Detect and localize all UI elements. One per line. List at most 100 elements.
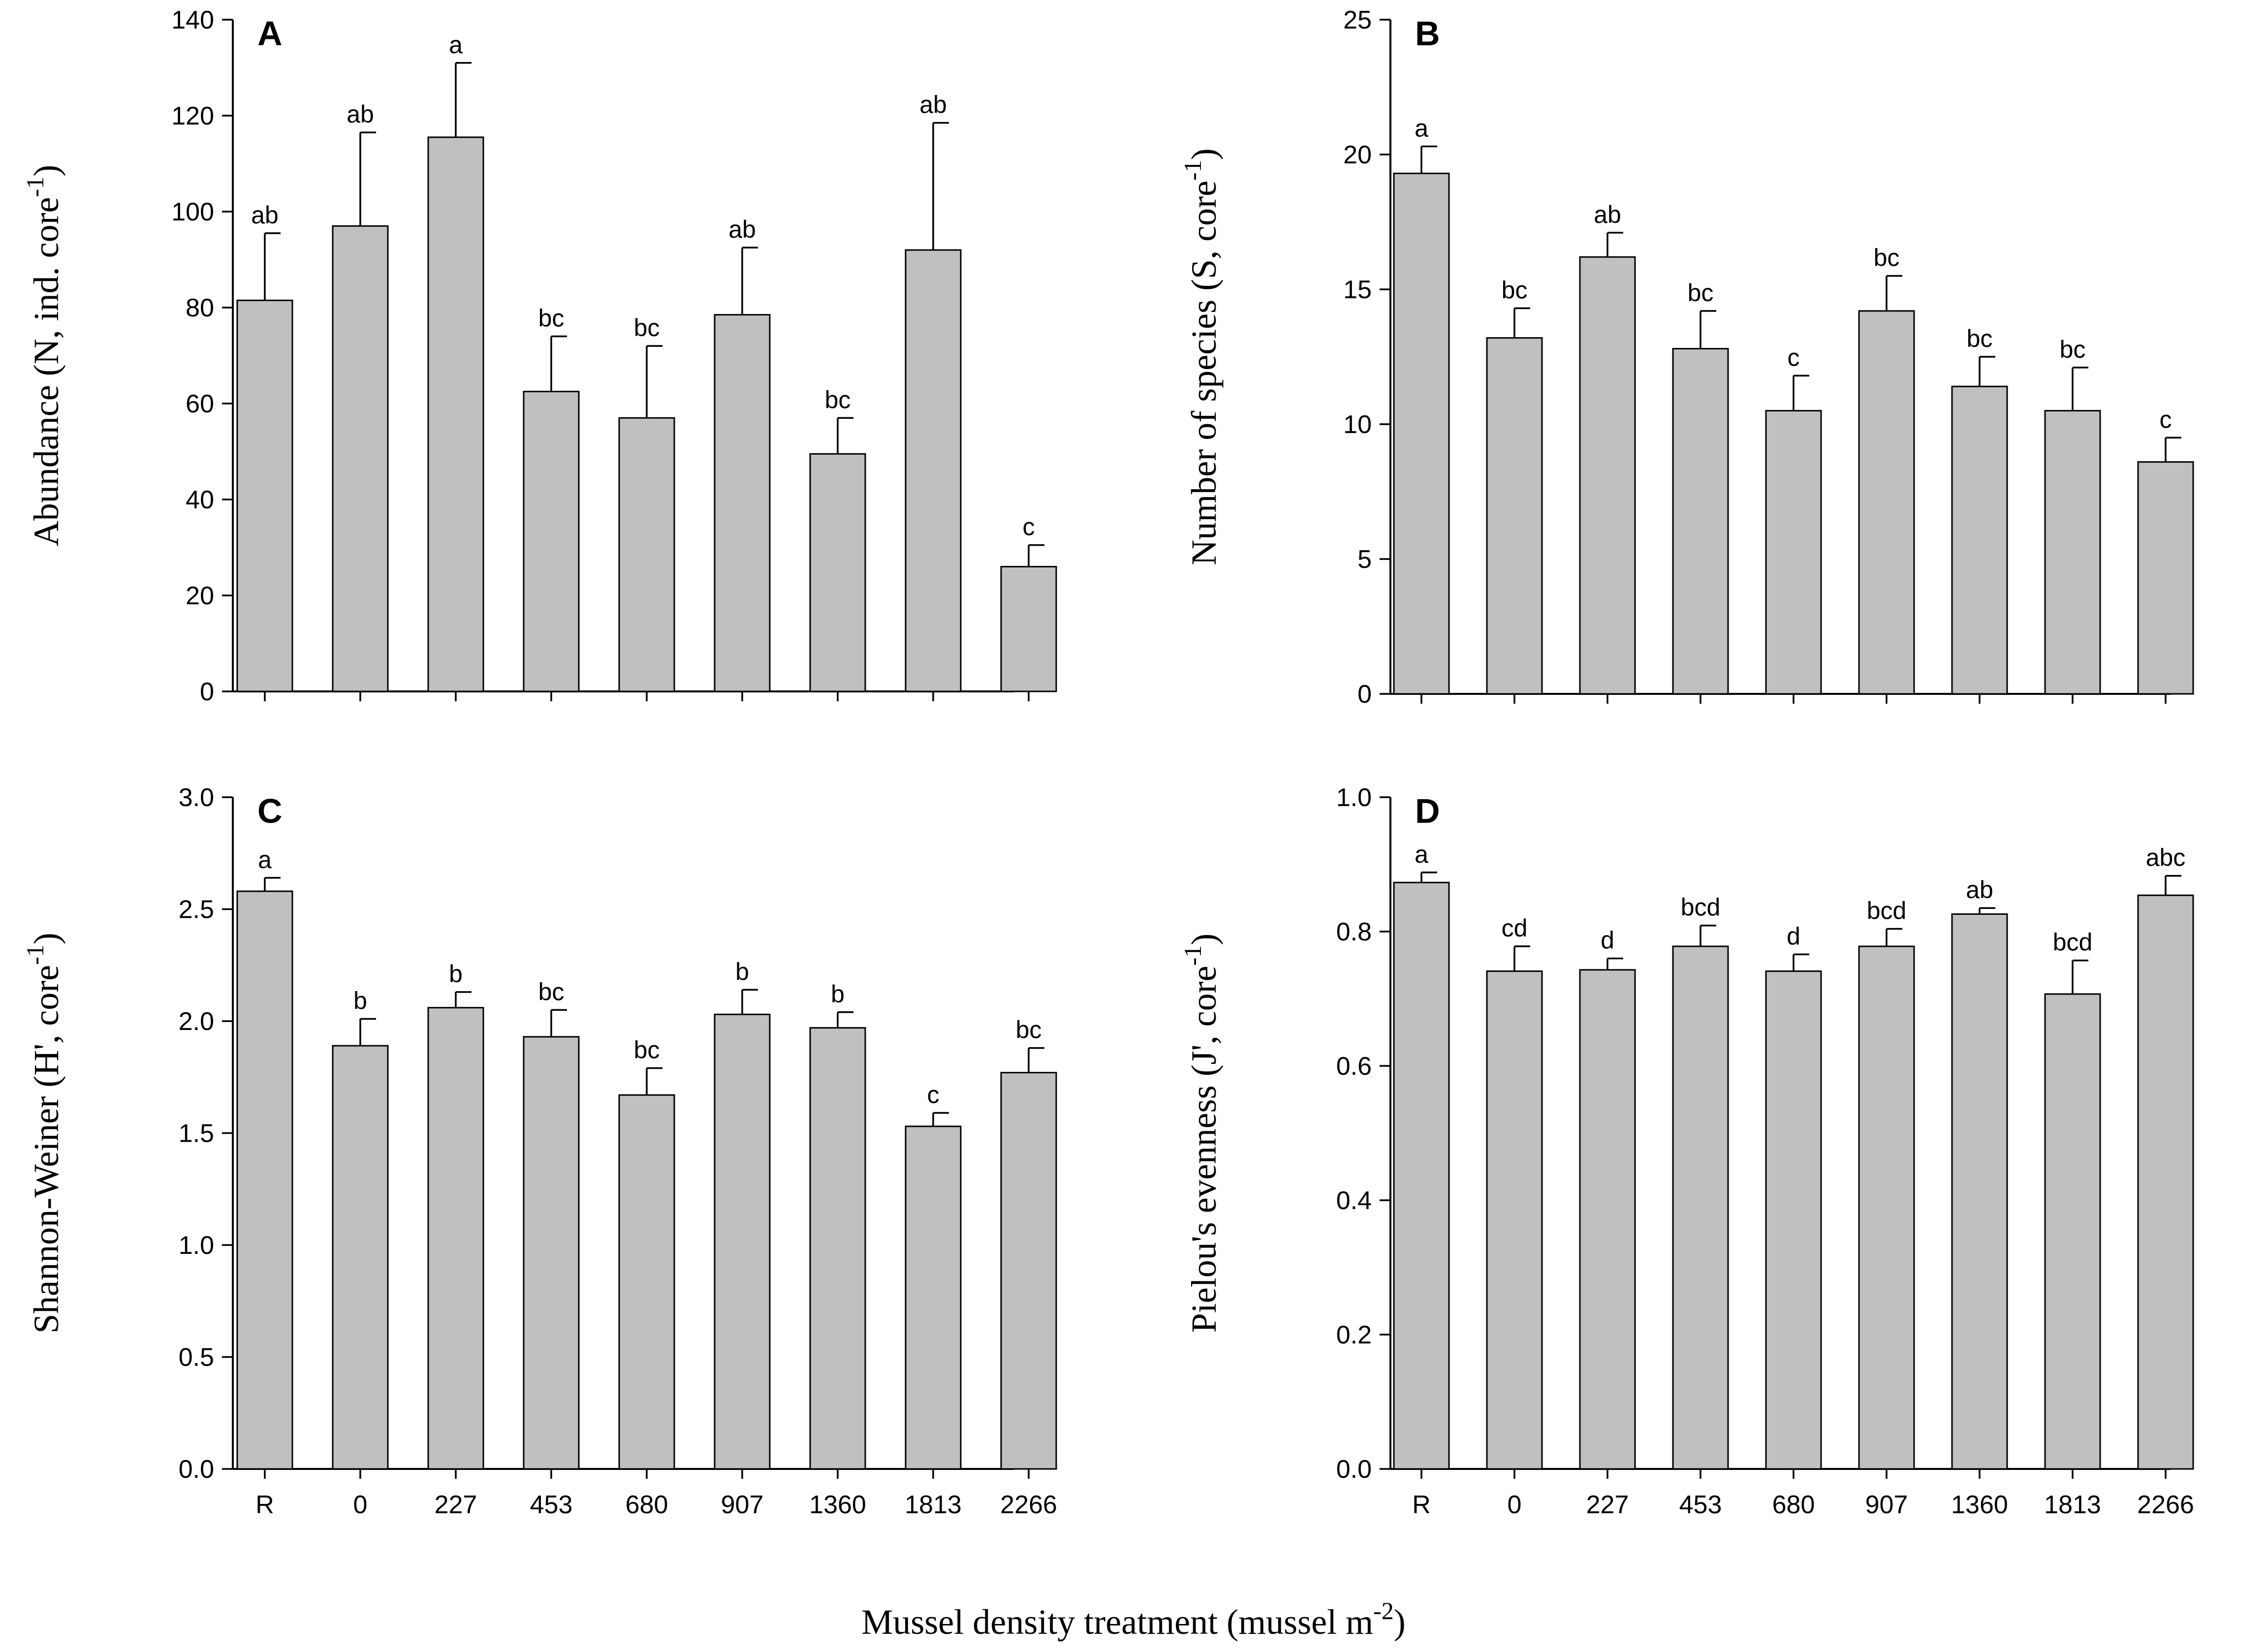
y-tick-label: 1.0: [179, 1231, 214, 1260]
bar: [1486, 970, 1543, 1470]
x-tick-label: 0: [353, 1491, 368, 1519]
bar: [1765, 970, 1822, 1470]
x-tick-label: 453: [1679, 1491, 1722, 1519]
y-tick-label: 2.0: [179, 1007, 214, 1036]
significance-letter: c: [1023, 513, 1035, 541]
bar: [1579, 969, 1636, 1470]
x-tick-label: 2266: [1000, 1491, 1057, 1519]
significance-letter: ab: [251, 201, 279, 229]
y-axis-title-end: ): [1184, 148, 1224, 160]
y-tick-label: 5: [1357, 545, 1372, 574]
y-tick-label: 0.6: [1336, 1052, 1372, 1081]
bar: [427, 136, 484, 692]
x-tick-label: R: [255, 1491, 274, 1519]
bar: [2137, 461, 2194, 695]
y-axis-title-superscript: -1: [21, 177, 49, 197]
significance-letter: bcd: [1867, 897, 1907, 925]
significance-letter: a: [258, 846, 272, 873]
significance-letter: ab: [1594, 201, 1621, 228]
x-tick-label: 453: [530, 1491, 573, 1519]
y-tick-label: 3.0: [179, 783, 214, 812]
y-tick-label: 0: [200, 678, 214, 706]
bar: [714, 1013, 771, 1470]
y-axis-title-end: ): [1184, 934, 1224, 945]
significance-letter: cd: [1502, 914, 1528, 942]
shared-x-axis-title: Mussel density treatment (mussel m-2): [861, 1597, 1406, 1642]
significance-letter: bc: [1967, 325, 1993, 352]
bar: [618, 1094, 675, 1470]
y-axis-title-superscript: -1: [1179, 945, 1206, 966]
significance-letter: bc: [2060, 336, 2086, 363]
y-tick-label: 120: [171, 102, 214, 130]
y-tick-label: 0.0: [1336, 1455, 1372, 1484]
x-axis-title-superscript: -2: [1373, 1597, 1394, 1624]
y-tick-label: 1.0: [1336, 783, 1372, 812]
significance-letter: b: [831, 980, 845, 1008]
y-tick-label: 20: [1343, 141, 1372, 169]
significance-letter: bc: [1874, 244, 1900, 272]
significance-letter: d: [1787, 922, 1800, 950]
significance-letter: bc: [634, 314, 660, 342]
significance-letter: bcd: [2053, 929, 2093, 956]
x-tick-label: R: [1412, 1491, 1431, 1519]
bar: [236, 299, 293, 692]
bar: [1858, 945, 1915, 1470]
y-tick-label: 140: [171, 6, 214, 34]
panel-c: 0.00.51.01.52.02.53.0aRb0b227bc453bc680b…: [21, 783, 1057, 1519]
y-axis-title: Abundance (N, ind. core-1): [21, 165, 66, 546]
x-tick-label: 907: [1865, 1491, 1908, 1519]
significance-letter: c: [927, 1081, 940, 1109]
bar: [523, 1036, 580, 1470]
y-axis-title-text: Number of species (S, core: [1184, 181, 1224, 565]
y-tick-label: 60: [186, 390, 214, 418]
bar: [1393, 881, 1450, 1470]
bar: [523, 391, 580, 692]
bar: [236, 890, 293, 1470]
x-tick-label: 1813: [905, 1491, 962, 1519]
y-axis-title: Shannon-Weiner (H', core-1): [21, 933, 66, 1334]
significance-letter: b: [353, 987, 367, 1014]
panel-letter: C: [257, 792, 283, 830]
y-tick-label: 0.5: [179, 1343, 214, 1372]
x-axis-title-end: ): [1394, 1602, 1406, 1642]
x-tick-label: 680: [1772, 1491, 1815, 1519]
y-tick-label: 15: [1343, 276, 1372, 304]
significance-letter: a: [1415, 841, 1428, 868]
significance-letter: a: [1415, 115, 1428, 142]
panel-d: 0.0 0.2 0.4 0.6 0.8 1.0 a Rcd 0 d 227 bcd 453 d 680 bcd…: [1179, 783, 2194, 1519]
significance-letter: ab: [346, 100, 374, 128]
significance-letter: a: [449, 31, 463, 59]
bar: [905, 1125, 962, 1470]
significance-letter: bc: [634, 1036, 660, 1064]
significance-letter: b: [735, 958, 749, 985]
y-axis-title-superscript: -1: [21, 944, 49, 965]
significance-letter: c: [2160, 405, 2172, 433]
y-tick-label: 10: [1343, 410, 1372, 439]
bar: [427, 1007, 484, 1470]
y-axis-title-text: Shannon-Weiner (H', core: [27, 965, 66, 1334]
y-axis-title: Number of species (S, core-1): [1179, 148, 1224, 565]
y-tick-label: 20: [186, 582, 214, 610]
significance-letter: bc: [1502, 276, 1528, 304]
bar: [809, 1027, 866, 1470]
y-tick-label: 0.2: [1336, 1321, 1372, 1349]
significance-letter: abc: [2146, 844, 2186, 872]
y-tick-label: 1.5: [179, 1120, 214, 1148]
bar: [618, 417, 675, 692]
significance-letter: bc: [1688, 279, 1714, 307]
y-axis-title-text: Pielou's evenness (J', core: [1184, 966, 1224, 1333]
significance-letter: bc: [825, 386, 851, 413]
x-axis-title-text: Mussel density treatment (mussel m: [861, 1602, 1373, 1642]
bar: [1951, 385, 2008, 695]
x-tick-label: 680: [626, 1491, 668, 1519]
significance-letter: c: [1788, 343, 1800, 371]
significance-letter: ab: [728, 216, 756, 243]
y-tick-label: 25: [1343, 6, 1372, 34]
bar: [1858, 310, 1915, 695]
significance-letter: bcd: [1681, 894, 1721, 921]
significance-letter: bc: [538, 978, 565, 1005]
significance-letter: ab: [919, 91, 947, 119]
y-tick-label: 0: [1357, 680, 1372, 709]
